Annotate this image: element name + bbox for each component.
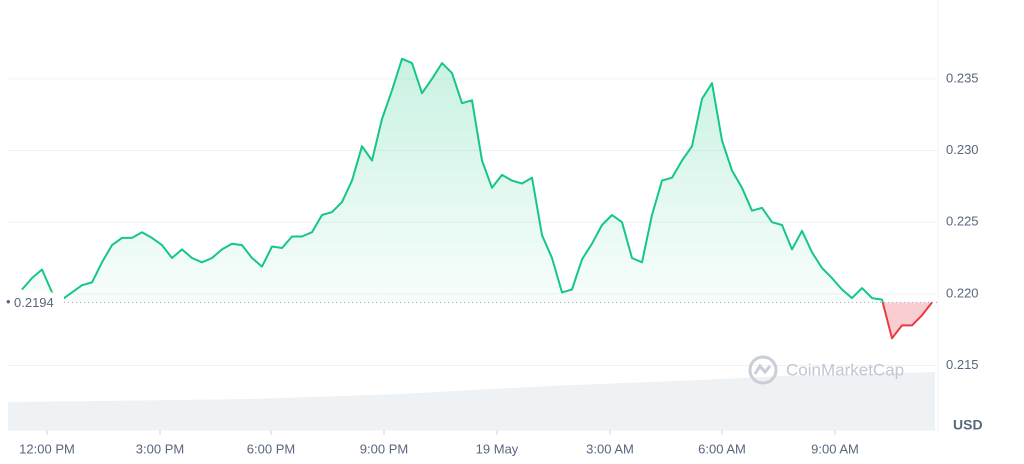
- price-line: [21, 57, 933, 340]
- x-tick-label: 3:00 AM: [586, 441, 634, 456]
- x-tick-label: 12:00 PM: [19, 441, 75, 456]
- x-tick-label: 6:00 AM: [698, 441, 746, 456]
- x-tick-label: 3:00 PM: [136, 441, 184, 456]
- x-tick-label: 9:00 PM: [360, 441, 408, 456]
- price-area: [22, 58, 932, 339]
- y-tick-label: 0.225: [946, 214, 979, 229]
- watermark-logo-mark: [753, 363, 772, 375]
- baseline-label-bg: [4, 292, 64, 313]
- y-tick-label: 0.230: [946, 142, 979, 157]
- y-tick-label: 0.235: [946, 70, 979, 85]
- baseline-label-dot: •: [6, 294, 11, 309]
- baseline-label: 0.2194: [14, 295, 54, 310]
- y-tick-label: 0.215: [946, 357, 979, 372]
- x-tick-label: 9:00 AM: [811, 441, 859, 456]
- currency-label: USD: [953, 417, 983, 433]
- y-tick-label: 0.220: [946, 285, 979, 300]
- watermark: CoinMarketCap: [748, 355, 904, 385]
- volume-area: [8, 372, 935, 430]
- x-tick-label: 19 May: [476, 441, 519, 456]
- watermark-text: CoinMarketCap: [786, 360, 904, 379]
- x-tick-label: 6:00 PM: [247, 441, 295, 456]
- watermark-logo: [748, 355, 778, 385]
